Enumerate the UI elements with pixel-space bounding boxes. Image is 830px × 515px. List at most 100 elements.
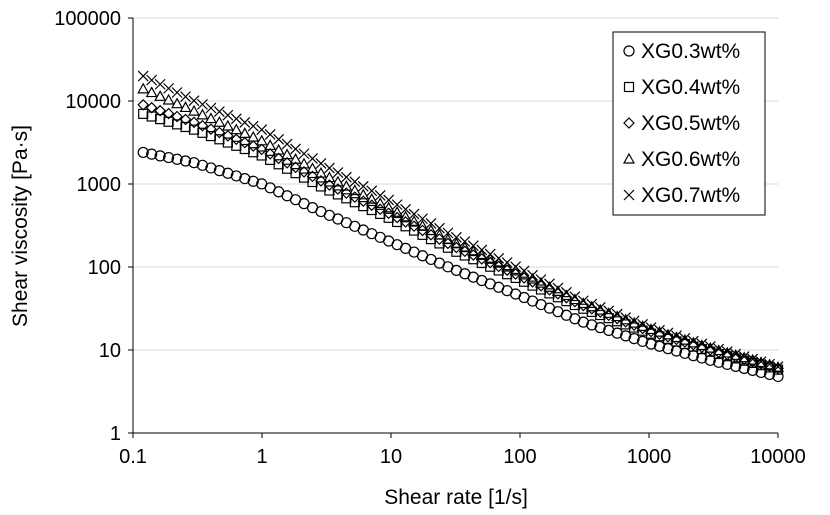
data-point [187,104,201,116]
data-point [213,126,226,139]
data-point [230,170,242,182]
data-point [196,119,209,132]
data-point [654,324,665,336]
y-tick-label: 10000 [65,91,121,113]
data-point [340,187,353,199]
data-point [747,353,759,365]
data-point [331,175,344,187]
data-point [348,184,361,196]
data-point [527,269,538,281]
data-point [544,278,555,290]
legend-box [612,31,766,216]
data-point [171,110,183,123]
data-point [357,180,369,192]
data-point [738,351,751,363]
data-point [661,328,674,340]
y-tick-label: 100 [88,257,121,279]
data-point [484,248,496,260]
data-point [221,119,234,131]
data-point [264,129,276,140]
data-point [247,175,259,187]
data-point [670,331,683,343]
data-point [764,358,775,370]
series-x [137,70,784,373]
legend: XG0.3wt% XG0.4wt% XG0.5wt% XG0.6wt% XG0.7wt% [612,31,766,216]
data-point [620,312,632,323]
data-point [188,116,200,129]
data-point [323,171,336,183]
data-point [171,97,184,109]
legend-marker-triangle [622,152,636,164]
data-point [197,127,208,138]
data-point [205,102,217,114]
data-point [382,201,395,213]
data-point [408,215,421,226]
data-point [687,336,700,348]
data-point [137,82,150,94]
data-point [306,162,319,174]
data-point [746,355,759,368]
data-point [645,323,658,335]
x-tick-label: 100 [503,446,536,468]
data-point [695,339,708,351]
data-point [213,116,226,127]
data-point [171,87,183,98]
legend-label: XG0.7wt% [641,184,740,207]
data-point [484,253,497,264]
data-point [535,274,547,285]
data-point [146,74,158,86]
data-point [314,166,327,178]
data-point [162,107,175,120]
data-point [713,343,725,355]
data-point [306,170,319,183]
data-point [213,106,225,118]
axes [128,17,779,438]
data-point [180,91,191,103]
data-point [247,130,260,142]
data-point [340,179,353,191]
data-point [628,316,641,328]
data-point [747,364,759,377]
data-point [552,282,564,294]
data-point [281,157,293,169]
data-point [272,152,285,165]
data-point [383,194,395,206]
legend-label: XG0.5wt% [641,112,740,135]
data-point [323,162,335,174]
data-point [222,167,234,179]
data-point [416,219,429,231]
data-point [772,362,784,375]
data-point [594,302,606,313]
data-point [137,70,149,82]
data-point [264,148,277,160]
data-point [771,360,785,372]
x-tick-label: 1000 [627,446,672,468]
data-point [205,162,217,174]
data-point [255,143,268,156]
data-point [721,346,734,358]
plot-marks [137,70,785,383]
data-point [636,335,649,347]
data-point [712,344,725,356]
data-point [357,195,370,208]
data-point [399,210,412,222]
series-circle [137,146,784,383]
data-point [687,335,699,347]
data-point [425,228,437,241]
data-point [441,233,454,245]
data-point [357,188,370,200]
data-point [510,261,522,273]
data-point [671,330,682,342]
legend-label: XG0.3wt% [641,40,740,63]
data-point [475,249,488,260]
data-point [230,123,243,135]
data-point [374,189,386,201]
data-point [366,185,378,197]
data-point [425,218,437,229]
data-point [137,146,149,159]
data-point [154,90,167,101]
data-point [450,237,463,249]
data-point [145,86,158,98]
data-point [145,101,158,114]
data-point [678,333,691,345]
